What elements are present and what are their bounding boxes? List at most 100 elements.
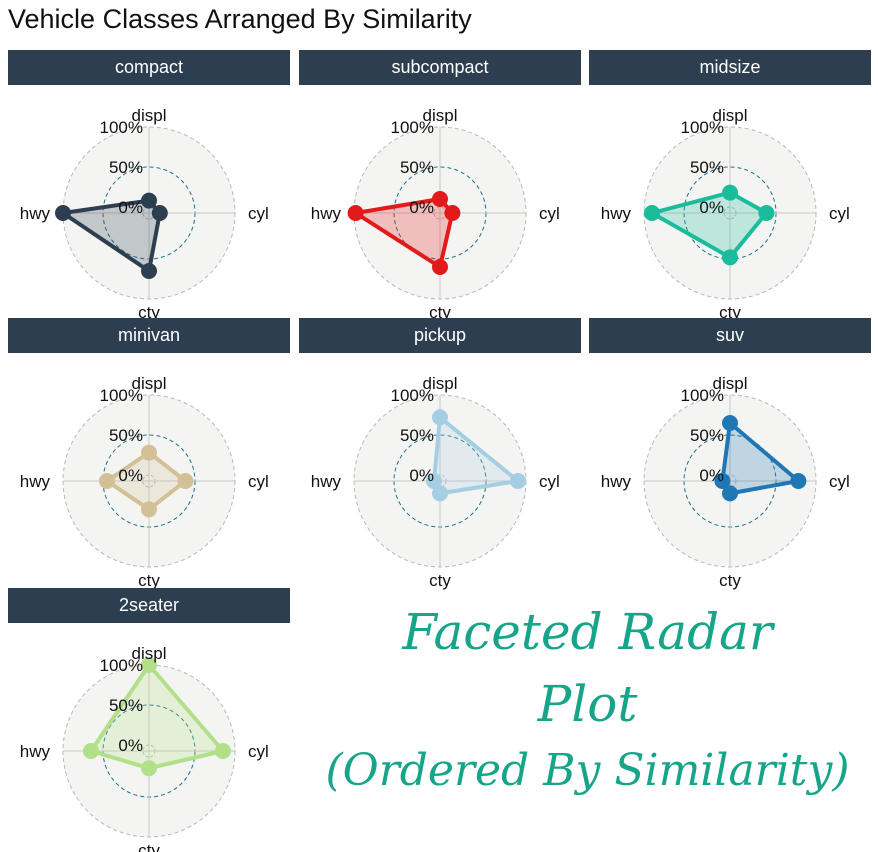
radar-tick-label: 50% — [109, 426, 143, 445]
radar-axis-label-cyl: cyl — [248, 472, 269, 491]
radar-axis-label-cty: cty — [719, 303, 741, 322]
radar-plot: 0% 50% 100%displ cyl cty hwy — [311, 106, 560, 322]
radar-axis-label-cty: cty — [429, 303, 451, 322]
radar-axis-label-hwy: hwy — [311, 204, 342, 223]
radar-point-cyl — [177, 473, 194, 489]
caption: Faceted Radar Plot (Ordered By Similarit… — [300, 596, 875, 802]
radar-tick-label: 50% — [690, 158, 724, 177]
facet-pickup: pickup 0% 50% 100% displ cyl cty hwy — [299, 318, 581, 590]
radar-axis-label-displ: displ — [132, 644, 167, 663]
radar-point-cyl — [215, 743, 231, 759]
facet-2seater: 2seater 0% 50% 100% displ cyl cty hwy — [8, 588, 290, 852]
radar-point-cty — [141, 263, 157, 279]
facet-midsize: midsize 0% 50% 100% displ cyl cty hwy — [589, 50, 871, 322]
radar-point-cyl — [758, 205, 775, 221]
radar-tick-label: 50% — [109, 696, 143, 715]
radar-point-cyl — [444, 205, 461, 221]
radar-tick-label: 0% — [699, 466, 724, 485]
radar-point-displ — [141, 657, 157, 673]
radar-axis-label-hwy: hwy — [311, 472, 342, 491]
facet-strip-label: minivan — [8, 318, 290, 353]
radar-point-hwy — [83, 743, 99, 759]
radar-tick-label: 100% — [391, 386, 434, 405]
radar-axis-label-displ: displ — [423, 374, 458, 393]
radar-point-displ — [141, 444, 157, 461]
radar-axis-label-cyl: cyl — [829, 472, 850, 491]
radar-tick-label: 100% — [681, 386, 724, 405]
radar-tick-label: 50% — [400, 426, 434, 445]
radar-tick-label: 0% — [409, 198, 434, 217]
radar-tick-label: 50% — [690, 426, 724, 445]
radar-tick-label: 50% — [109, 158, 143, 177]
radar-point-hwy — [426, 473, 442, 489]
radar-axis-label-cty: cty — [138, 571, 160, 590]
radar-point-displ — [141, 192, 157, 209]
facet-strip-label: compact — [8, 50, 290, 85]
radar-plot: 0% 50% 100%displ cyl cty hwy — [311, 374, 560, 590]
caption-line-2: Plot — [537, 675, 638, 733]
radar-tick-label: 100% — [100, 656, 143, 675]
facet-subcompact: subcompact 0% 50% 100% displ cyl cty hwy — [299, 50, 581, 322]
radar-tick-label: 100% — [681, 118, 724, 137]
radar-point-cyl — [510, 473, 526, 489]
radar-axis-label-cty: cty — [719, 571, 741, 590]
radar-tick-label: 0% — [699, 198, 724, 217]
caption-line-1: Faceted Radar — [402, 603, 773, 661]
radar-plot: 0% 50% 100%displ cyl cty hwy — [601, 374, 850, 590]
radar-tick-label: 0% — [118, 466, 143, 485]
radar-axis-label-cty: cty — [429, 571, 451, 590]
radar-point-displ — [432, 191, 448, 207]
radar-axis-label-displ: displ — [132, 374, 167, 393]
facet-strip-label: midsize — [589, 50, 871, 85]
radar-point-displ — [722, 184, 738, 201]
radar-point-cyl — [151, 205, 168, 221]
radar-axis-label-cyl: cyl — [248, 204, 269, 223]
radar-axis-label-displ: displ — [423, 106, 458, 125]
facet-strip-label: suv — [589, 318, 871, 353]
radar-axis-label-hwy: hwy — [20, 742, 51, 761]
radar-tick-label: 100% — [100, 386, 143, 405]
radar-axis-label-cyl: cyl — [539, 472, 560, 491]
radar-point-cty — [141, 760, 157, 777]
caption-line-3: (Ordered By Similarity) — [325, 745, 850, 796]
radar-point-displ — [722, 415, 738, 431]
radar-axis-label-hwy: hwy — [20, 204, 51, 223]
radar-point-cyl — [790, 473, 807, 489]
radar-axis-label-cyl: cyl — [539, 204, 560, 223]
radar-axis-label-displ: displ — [713, 374, 748, 393]
radar-axis-label-hwy: hwy — [20, 472, 51, 491]
radar-plot: 0% 50% 100%displ cyl cty hwy — [601, 106, 850, 322]
radar-tick-label: 100% — [100, 118, 143, 137]
radar-axis-label-hwy: hwy — [601, 472, 632, 491]
radar-tick-label: 100% — [391, 118, 434, 137]
radar-axis-label-cyl: cyl — [829, 204, 850, 223]
radar-point-cty — [722, 249, 738, 266]
radar-point-hwy — [714, 473, 731, 489]
facet-compact: compact 0% 50% 100% displ cyl cty hwy — [8, 50, 290, 322]
facet-strip-label: pickup — [299, 318, 581, 353]
radar-point-hwy — [644, 205, 660, 221]
radar-axis-label-hwy: hwy — [601, 204, 632, 223]
radar-point-displ — [432, 409, 448, 426]
radar-tick-label: 0% — [118, 198, 143, 217]
radar-axis-label-cty: cty — [138, 841, 160, 852]
radar-tick-label: 0% — [118, 736, 143, 755]
facet-strip-label: 2seater — [8, 588, 290, 623]
radar-plot: 0% 50% 100%displ cyl cty hwy — [20, 106, 269, 322]
facet-suv: suv 0% 50% 100% displ cyl cty hwy — [589, 318, 871, 590]
radar-point-cty — [432, 485, 448, 502]
facet-strip-label: subcompact — [299, 50, 581, 85]
radar-axis-label-displ: displ — [132, 106, 167, 125]
radar-tick-label: 50% — [400, 158, 434, 177]
radar-axis-label-displ: displ — [713, 106, 748, 125]
radar-axis-label-cyl: cyl — [248, 742, 269, 761]
radar-plot: 0% 50% 100%displ cyl cty hwy — [20, 644, 269, 852]
radar-point-hwy — [347, 205, 364, 221]
radar-plot: 0% 50% 100%displ cyl cty hwy — [20, 374, 269, 590]
radar-point-cty — [141, 501, 157, 518]
radar-axis-label-cty: cty — [138, 303, 160, 322]
radar-point-hwy — [99, 473, 115, 489]
radar-point-cty — [432, 259, 448, 275]
page-title: Vehicle Classes Arranged By Similarity — [8, 4, 472, 34]
radar-point-hwy — [55, 205, 71, 221]
